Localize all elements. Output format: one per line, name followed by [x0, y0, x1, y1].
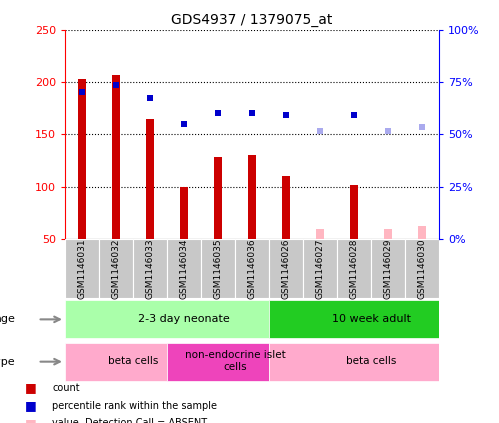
- Bar: [269, 239, 303, 298]
- Bar: [133, 239, 167, 298]
- Bar: [146, 118, 154, 239]
- Text: beta cells: beta cells: [346, 356, 396, 366]
- Bar: [65, 300, 269, 338]
- Bar: [337, 239, 371, 298]
- Text: cell type: cell type: [0, 357, 15, 367]
- Bar: [167, 239, 201, 298]
- Text: ■: ■: [25, 399, 37, 412]
- Bar: [269, 300, 439, 338]
- Bar: [112, 74, 120, 239]
- Bar: [405, 239, 439, 298]
- Text: GSM1146028: GSM1146028: [350, 238, 359, 299]
- Text: 10 week adult: 10 week adult: [331, 313, 411, 324]
- Text: ■: ■: [25, 382, 37, 394]
- Text: GSM1146035: GSM1146035: [214, 238, 223, 299]
- Text: GSM1146034: GSM1146034: [180, 238, 189, 299]
- Bar: [282, 176, 290, 239]
- Text: GSM1146026: GSM1146026: [281, 238, 290, 299]
- Bar: [384, 228, 392, 239]
- Text: GSM1146030: GSM1146030: [418, 238, 427, 299]
- Text: non-endocrine islet
cells: non-endocrine islet cells: [185, 350, 285, 372]
- Bar: [99, 239, 133, 298]
- Text: GSM1146029: GSM1146029: [384, 238, 393, 299]
- Text: beta cells: beta cells: [108, 356, 158, 366]
- Bar: [201, 239, 235, 298]
- Bar: [418, 226, 426, 239]
- Text: ■: ■: [25, 417, 37, 423]
- Bar: [316, 228, 324, 239]
- Text: age: age: [0, 314, 15, 324]
- Bar: [65, 343, 167, 381]
- Bar: [371, 239, 405, 298]
- Title: GDS4937 / 1379075_at: GDS4937 / 1379075_at: [171, 13, 333, 27]
- Text: count: count: [52, 383, 80, 393]
- Bar: [214, 157, 222, 239]
- Text: percentile rank within the sample: percentile rank within the sample: [52, 401, 218, 411]
- Bar: [235, 239, 269, 298]
- Text: GSM1146033: GSM1146033: [145, 238, 154, 299]
- Bar: [180, 187, 188, 239]
- Bar: [269, 343, 439, 381]
- Text: GSM1146036: GSM1146036: [248, 238, 256, 299]
- Text: GSM1146027: GSM1146027: [315, 238, 324, 299]
- Bar: [303, 239, 337, 298]
- Bar: [248, 155, 255, 239]
- Text: 2-3 day neonate: 2-3 day neonate: [138, 313, 230, 324]
- Text: value, Detection Call = ABSENT: value, Detection Call = ABSENT: [52, 418, 208, 423]
- Bar: [350, 184, 358, 239]
- Bar: [167, 343, 269, 381]
- Text: GSM1146031: GSM1146031: [77, 238, 86, 299]
- Text: GSM1146032: GSM1146032: [111, 238, 120, 299]
- Bar: [78, 79, 86, 239]
- Bar: [65, 239, 99, 298]
